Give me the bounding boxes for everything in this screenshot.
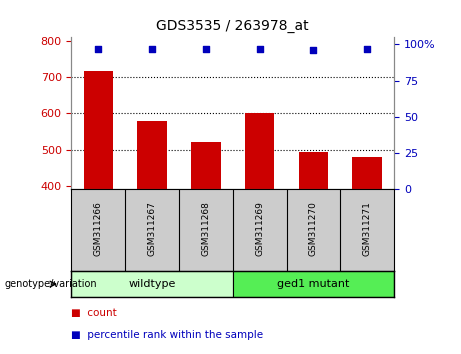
Text: GSM311267: GSM311267 (148, 202, 157, 257)
Bar (245, 113, 274, 189)
Text: GSM311270: GSM311270 (309, 202, 318, 257)
Point (364, 46, 371, 52)
Text: ■  count: ■ count (71, 308, 117, 318)
Text: GSM311269: GSM311269 (255, 202, 264, 257)
Bar (299, 153, 328, 189)
Text: genotype/variation: genotype/variation (5, 279, 97, 289)
Text: GSM311266: GSM311266 (94, 202, 103, 257)
Bar (233, 271, 394, 297)
Point (95, 46, 102, 52)
Bar (137, 121, 167, 189)
Bar (71, 271, 233, 297)
Point (202, 46, 210, 52)
Point (310, 47, 317, 53)
Bar (191, 142, 221, 189)
Bar (353, 157, 382, 189)
Text: GSM311271: GSM311271 (363, 202, 372, 257)
Title: GDS3535 / 263978_at: GDS3535 / 263978_at (156, 19, 309, 33)
Text: ■  percentile rank within the sample: ■ percentile rank within the sample (71, 330, 264, 339)
Bar (83, 71, 113, 189)
Point (256, 46, 263, 52)
Point (148, 46, 156, 52)
Text: ged1 mutant: ged1 mutant (278, 279, 349, 289)
Text: wildtype: wildtype (129, 279, 176, 289)
Text: GSM311268: GSM311268 (201, 202, 210, 257)
